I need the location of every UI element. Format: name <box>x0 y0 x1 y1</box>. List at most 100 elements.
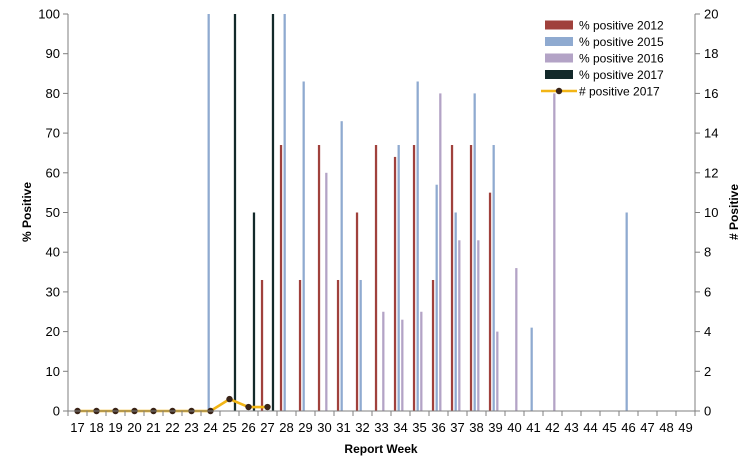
left-axis-ticks: 0 10 20 30 40 50 60 70 80 90 100 <box>38 7 68 419</box>
legend-swatch <box>545 70 573 79</box>
x-tick-label: 32 <box>355 420 369 435</box>
x-tick-label: 35 <box>412 420 426 435</box>
point-wk25 <box>226 395 233 403</box>
right-tick-label: 16 <box>704 86 718 101</box>
x-tick-label: 43 <box>564 420 578 435</box>
legend-swatch <box>545 37 573 46</box>
bar--positive-2012-wk34 <box>393 156 397 411</box>
x-tick-label: 46 <box>621 420 635 435</box>
bar--positive-2015-wk37 <box>454 212 457 411</box>
bar--positive-2016-wk35 <box>420 311 423 411</box>
x-tick-label: 26 <box>241 420 255 435</box>
legend-swatch <box>545 53 573 63</box>
legend-label: # positive 2017 <box>579 85 660 99</box>
x-tick-label: 34 <box>393 420 407 435</box>
left-tick-label: 90 <box>46 46 60 61</box>
right-axis-ticks: 0 2 4 6 8 10 12 14 16 18 20 <box>695 7 718 419</box>
bar--positive-2016-wk34 <box>401 319 404 411</box>
right-tick-label: 6 <box>704 284 711 299</box>
x-tick-label: 37 <box>450 420 464 435</box>
bar--positive-2016-wk42 <box>553 93 556 412</box>
x-tick-label: 45 <box>602 420 616 435</box>
legend-label: % positive 2017 <box>579 68 664 82</box>
point-wk27 <box>264 403 271 411</box>
bar--positive-2015-wk32 <box>359 279 362 411</box>
left-tick-label: 80 <box>46 86 60 101</box>
bar--positive-2016-wk36 <box>439 93 442 412</box>
x-tick-label: 48 <box>659 420 673 435</box>
bar--positive-2016-wk39 <box>496 331 499 411</box>
right-tick-label: 14 <box>704 126 718 141</box>
bar--positive-2012-wk39 <box>488 192 492 411</box>
x-axis-ticks: 17 18 19 20 21 22 23 24 25 26 27 28 29 30 31 32 33 34 35 36… <box>67 411 696 435</box>
bar--positive-2015-wk38 <box>473 93 476 412</box>
bar--positive-2016-wk37 <box>458 240 461 411</box>
bar--positive-2015-wk24 <box>207 14 210 411</box>
left-tick-label: 20 <box>46 324 60 339</box>
bar--positive-2012-wk35 <box>412 145 416 411</box>
legend-swatch <box>545 20 573 30</box>
left-tick-label: 50 <box>46 205 60 220</box>
bar--positive-2015-wk46 <box>625 212 628 411</box>
x-tick-label: 25 <box>222 420 236 435</box>
x-tick-label: 24 <box>203 420 217 435</box>
x-tick-label: 19 <box>108 420 122 435</box>
bar--positive-2012-wk30 <box>317 145 321 411</box>
bar--positive-2012-wk29 <box>298 279 302 411</box>
x-tick-label: 41 <box>526 420 540 435</box>
x-tick-label: 30 <box>317 420 331 435</box>
right-axis-label: # Positive <box>727 184 741 240</box>
legend: % positive 2012 % positive 2015 % positive… <box>541 19 664 99</box>
x-tick-label: 18 <box>89 420 103 435</box>
bar--positive-2015-wk29 <box>302 81 305 412</box>
left-tick-label: 60 <box>46 165 60 180</box>
x-tick-label: 47 <box>640 420 654 435</box>
x-tick-label: 31 <box>336 420 350 435</box>
legend-label: % positive 2015 <box>579 35 664 49</box>
x-tick-label: 27 <box>260 420 274 435</box>
bar--positive-2015-wk41 <box>530 327 533 411</box>
bar--positive-2012-wk36 <box>431 279 435 411</box>
x-tick-label: 28 <box>279 420 293 435</box>
right-tick-label: 18 <box>704 46 718 61</box>
right-tick-label: 8 <box>704 245 711 260</box>
left-tick-label: 30 <box>46 284 60 299</box>
bar--positive-2016-wk40 <box>515 268 518 411</box>
bar--positive-2015-wk39 <box>492 145 495 411</box>
bar--positive-2012-wk31 <box>336 279 340 411</box>
x-tick-label: 21 <box>146 420 160 435</box>
x-tick-label: 40 <box>507 420 521 435</box>
right-tick-label: 12 <box>704 165 718 180</box>
bar--positive-2015-wk35 <box>416 81 419 412</box>
left-tick-label: 40 <box>46 245 60 260</box>
bar--positive-2015-wk36 <box>435 184 438 411</box>
x-tick-label: 23 <box>184 420 198 435</box>
point-wk26 <box>245 403 252 411</box>
bar--positive-2012-wk38 <box>469 145 473 411</box>
x-tick-label: 20 <box>127 420 141 435</box>
legend-label: % positive 2012 <box>579 19 664 33</box>
bar--positive-2012-wk37 <box>450 145 454 411</box>
x-tick-label: 29 <box>298 420 312 435</box>
left-tick-label: 0 <box>53 404 60 419</box>
x-tick-label: 17 <box>70 420 84 435</box>
legend-label: % positive 2016 <box>579 52 664 66</box>
x-tick-label: 42 <box>545 420 559 435</box>
left-tick-label: 70 <box>46 126 60 141</box>
bar--positive-2017-wk25 <box>233 14 237 411</box>
bar--positive-2017-wk26 <box>252 212 256 411</box>
x-tick-label: 38 <box>469 420 483 435</box>
x-tick-label: 36 <box>431 420 445 435</box>
bar--positive-2012-wk28 <box>279 145 283 411</box>
bar--positive-2012-wk33 <box>374 145 378 411</box>
bar--positive-2012-wk27 <box>260 279 264 411</box>
right-tick-label: 0 <box>704 404 711 419</box>
left-tick-label: 100 <box>38 7 60 22</box>
bar--positive-2015-wk34 <box>397 145 400 411</box>
bar--positive-2015-wk31 <box>340 121 343 411</box>
bar--positive-2017-wk27 <box>271 14 275 411</box>
x-tick-label: 39 <box>488 420 502 435</box>
right-tick-label: 10 <box>704 205 718 220</box>
bar--positive-2016-wk38 <box>477 240 480 411</box>
